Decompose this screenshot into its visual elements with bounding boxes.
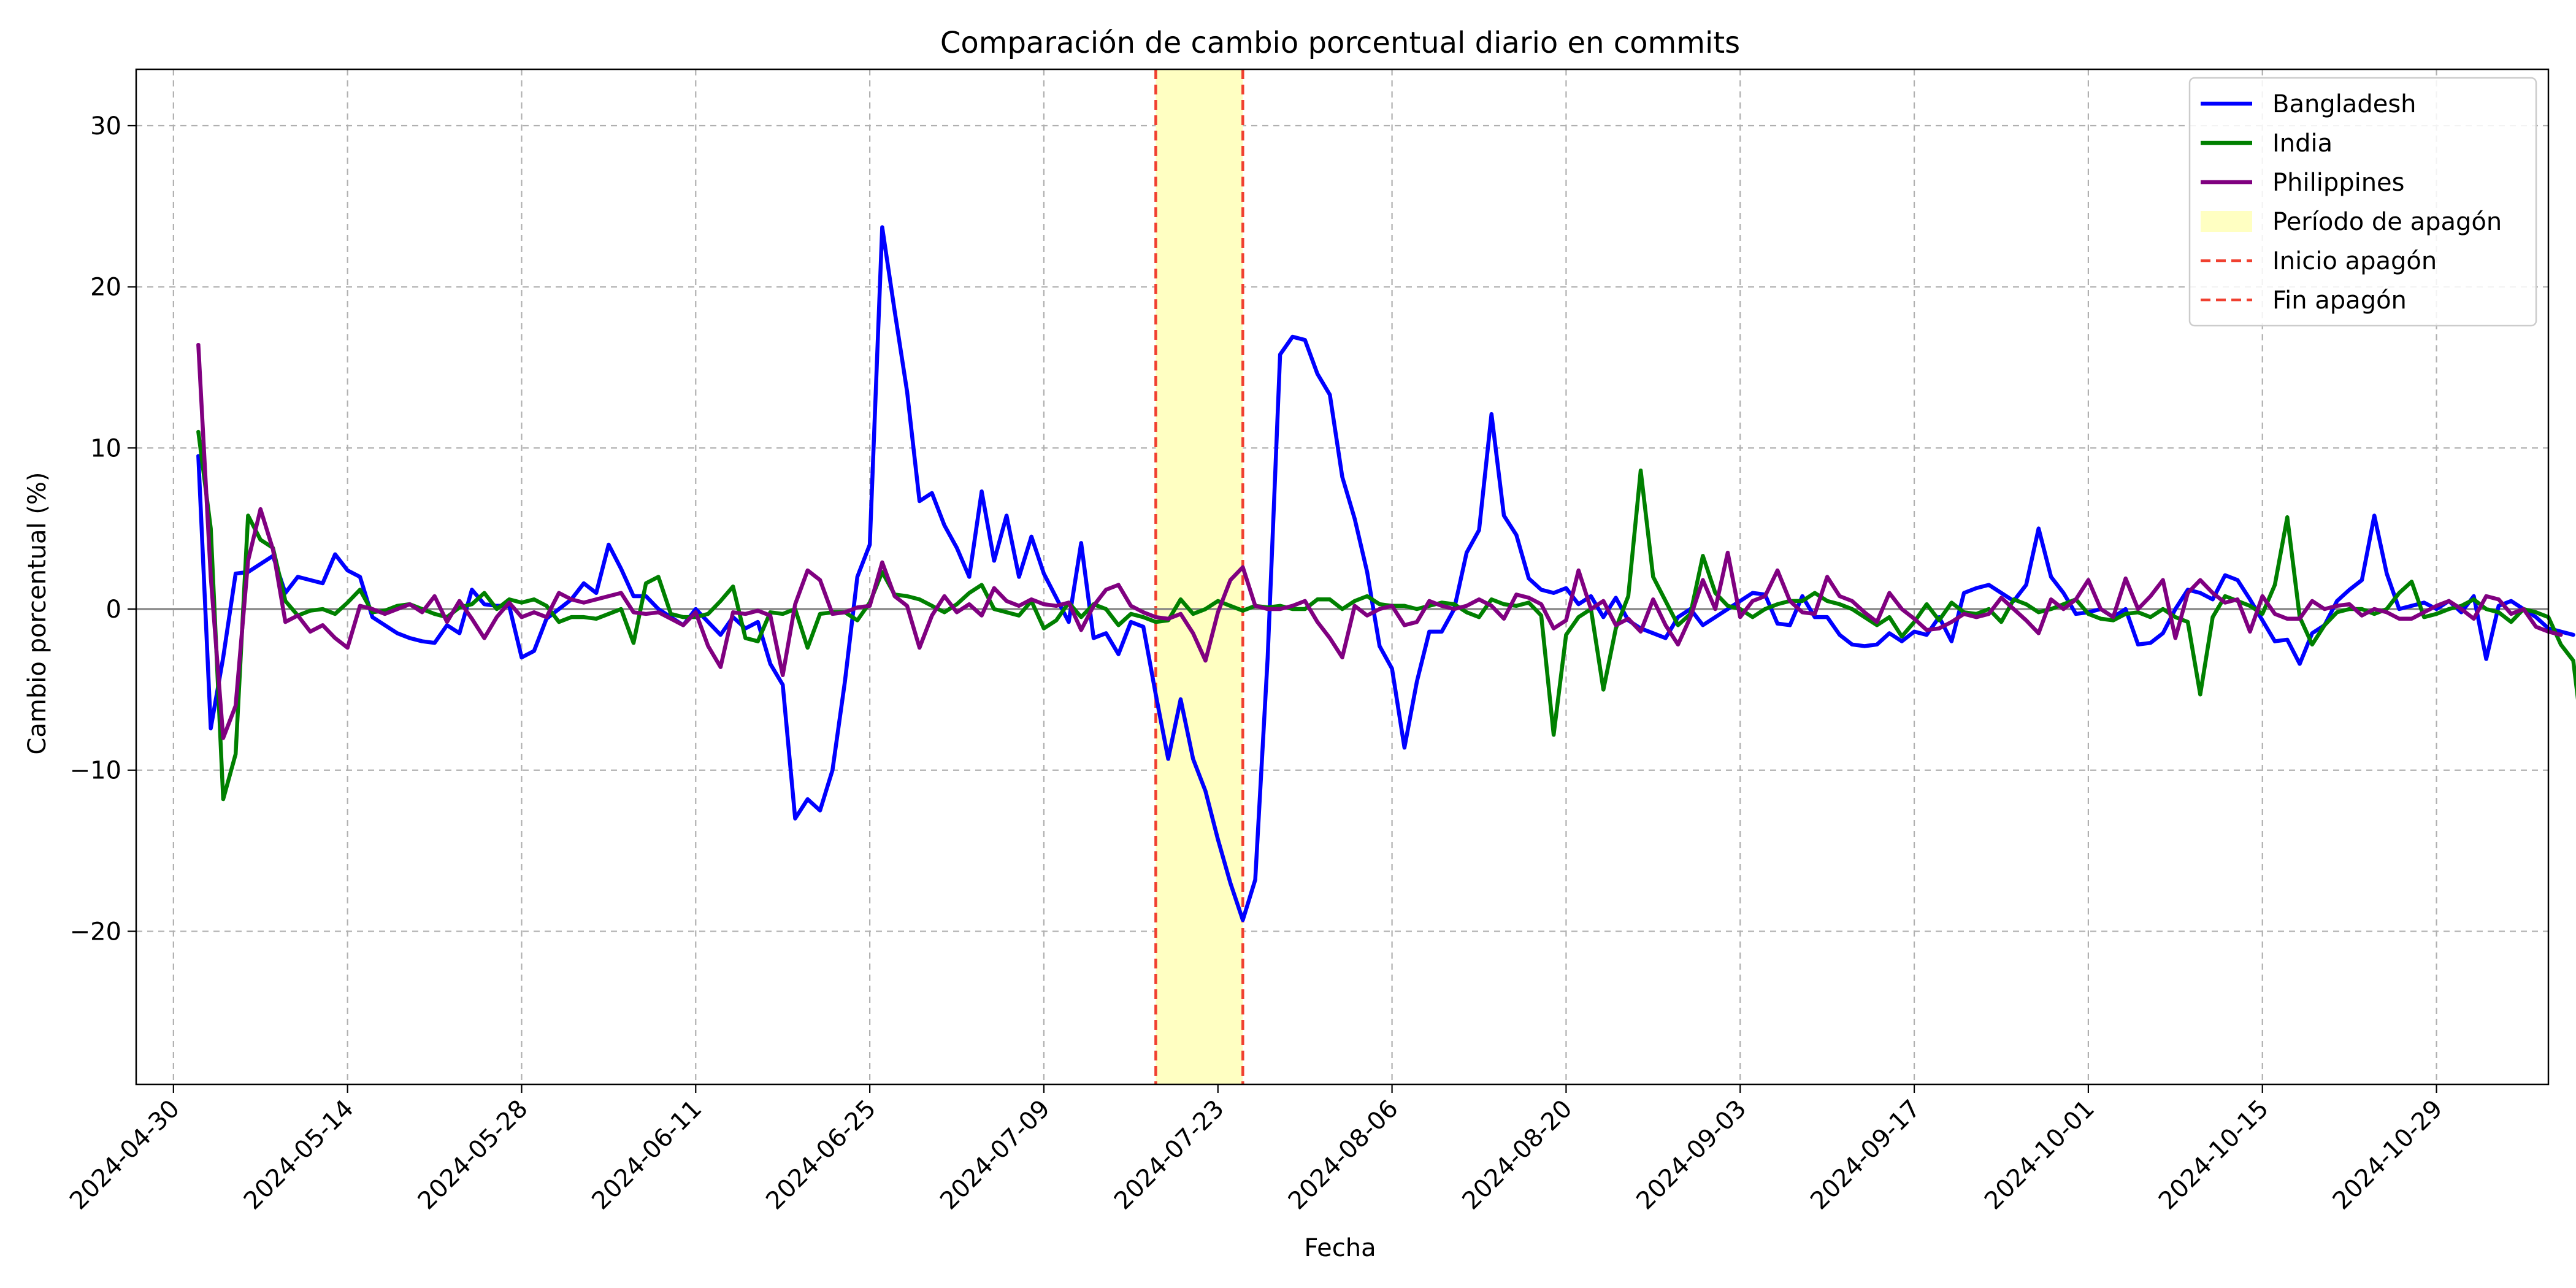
x-tick-label: 2024-08-20 (1457, 1095, 1578, 1216)
blackout-span (1156, 69, 1243, 1084)
x-tick-label: 2024-07-09 (935, 1095, 1056, 1216)
x-tick-label: 2024-06-11 (586, 1095, 707, 1216)
y-tick-label: 0 (106, 596, 121, 624)
x-tick-label: 2024-07-23 (1109, 1095, 1230, 1216)
legend-label: Inicio apagón (2272, 247, 2437, 275)
legend-box (2188, 77, 2537, 327)
x-tick-label: 2024-10-29 (2328, 1095, 2448, 1216)
x-axis-ticks: 2024-04-30 2024-05-14 2024-05-28 2024-06-11… (64, 1084, 2448, 1215)
blackout-region (1154, 69, 1244, 1084)
series-line-bangladesh (196, 225, 2575, 922)
x-tick-label: 2024-09-03 (1631, 1095, 1752, 1216)
x-tick-label: 2024-09-17 (1805, 1095, 1926, 1216)
x-tick-label: 2024-08-06 (1283, 1095, 1404, 1216)
series-line-india (196, 429, 2576, 802)
y-tick-label: 30 (90, 112, 121, 140)
y-tick-label: −20 (70, 918, 121, 946)
legend-swatch (2201, 211, 2252, 232)
grid (136, 69, 2548, 1084)
x-tick-label: 2024-04-30 (64, 1095, 185, 1216)
x-tick-label: 2024-10-01 (1979, 1095, 2100, 1216)
x-tick-label: 2024-05-14 (239, 1095, 359, 1216)
legend-label: Fin apagón (2272, 286, 2407, 315)
y-axis-label: Cambio porcentual (%) (23, 472, 52, 754)
series-lines (196, 225, 2576, 922)
legend: Bangladesh India Philippines Período de apa… (2188, 77, 2537, 327)
y-tick-label: 20 (90, 274, 121, 302)
chart-title: Comparación de cambio porcentual diario … (940, 26, 1740, 60)
x-tick-label: 2024-06-25 (761, 1095, 881, 1216)
y-axis-ticks: −20 −10 0 10 20 30 (70, 112, 136, 946)
legend-label: Philippines (2272, 169, 2405, 197)
plot-frame (135, 68, 2550, 1086)
x-tick-label: 2024-10-15 (2153, 1095, 2274, 1216)
legend-label: Período de apagón (2272, 208, 2502, 236)
legend-label: Bangladesh (2272, 90, 2417, 118)
x-tick-label: 2024-05-28 (413, 1095, 534, 1216)
y-tick-label: 10 (90, 434, 121, 462)
legend-label: India (2272, 129, 2333, 158)
series-line-philippines (196, 342, 2563, 740)
y-tick-label: −10 (70, 757, 121, 785)
x-axis-label: Fecha (1304, 1234, 1376, 1262)
